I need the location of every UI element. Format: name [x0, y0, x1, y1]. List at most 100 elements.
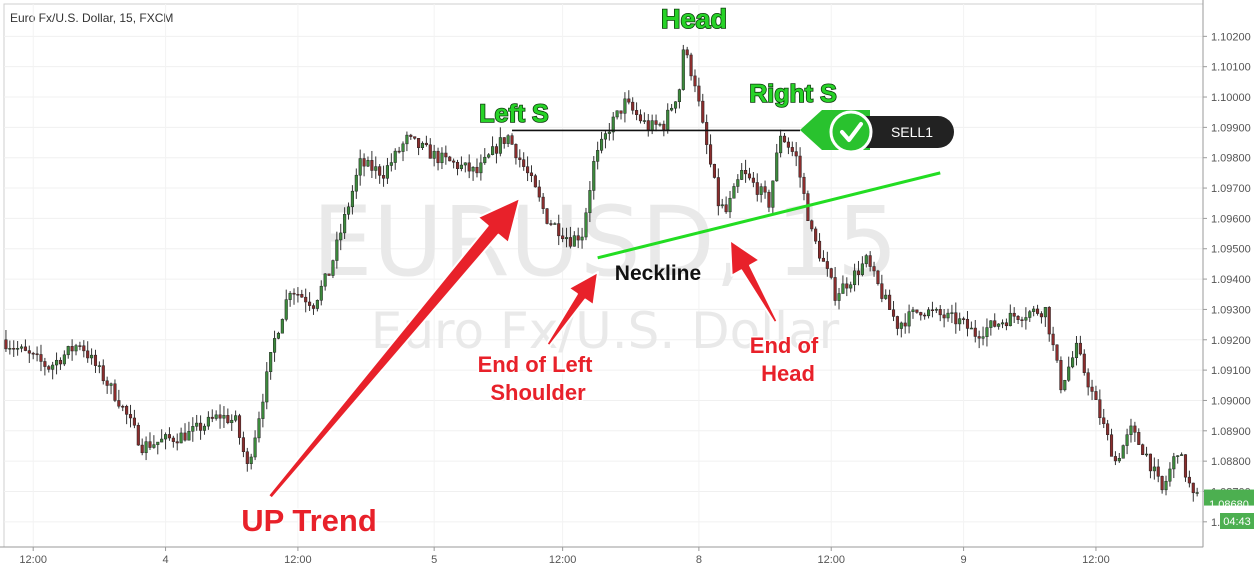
- candle-body: [997, 323, 1001, 327]
- candle-body: [319, 285, 323, 301]
- candle-body: [358, 158, 362, 176]
- left-shoulder-label: Left S: [479, 100, 548, 128]
- candle-body: [989, 320, 993, 328]
- candle-body: [43, 361, 47, 367]
- candle-body: [712, 163, 716, 178]
- time-axis[interactable]: 12:00 4 12:00 5 12:00 8 12:00 9 12:00: [0, 546, 1203, 566]
- candle-body: [327, 273, 331, 276]
- candle-body: [74, 345, 78, 352]
- candle-body: [1071, 357, 1075, 368]
- candle-body: [113, 383, 117, 401]
- candle-body: [459, 164, 463, 169]
- price-axis[interactable]: 1.10200 1.10100 1.10000 1.09900 1.09800 1.097…: [1202, 0, 1251, 547]
- last-price-value: 1.08680: [1209, 499, 1249, 511]
- candle-body: [716, 177, 720, 207]
- price-tick-label: 1.09600: [1211, 213, 1251, 225]
- candle-body: [522, 159, 526, 167]
- candle-body: [1129, 425, 1133, 435]
- candle-body: [226, 415, 230, 424]
- candle-body: [1059, 360, 1063, 391]
- candle-body: [849, 284, 853, 289]
- candle-body: [199, 422, 203, 431]
- candle-body: [977, 336, 981, 339]
- candle-body: [300, 294, 304, 298]
- candle-body: [810, 220, 814, 230]
- time-tick-label: 5: [431, 554, 437, 566]
- candle-body: [1168, 468, 1172, 482]
- sell-order-badge[interactable]: SELL1: [800, 110, 954, 154]
- candle-body: [744, 170, 748, 175]
- candle-body: [845, 283, 849, 289]
- candle-body: [164, 434, 168, 440]
- candle-body: [1020, 319, 1024, 321]
- candle-body: [545, 208, 549, 224]
- candle-body: [1164, 480, 1168, 491]
- candle-body: [237, 415, 242, 438]
- candle-body: [588, 190, 592, 214]
- candle-body: [1156, 466, 1160, 477]
- candle-body: [938, 309, 942, 316]
- sell-badge-pill: [848, 116, 954, 148]
- symbol-title: Euro Fx/U.S. Dollar, 15, FXCM: [10, 11, 174, 25]
- pattern-lines: [512, 129, 941, 260]
- candle-body: [1098, 399, 1102, 419]
- candle-body: [603, 133, 607, 140]
- candle-body: [884, 294, 888, 299]
- candle-body: [638, 114, 643, 122]
- time-tick-label: 12:00: [549, 554, 577, 566]
- candle-body: [444, 152, 448, 158]
- candle-body: [47, 366, 51, 370]
- candle-body: [880, 283, 884, 299]
- candle-body: [775, 152, 779, 182]
- candle-body: [156, 441, 160, 445]
- candle-body: [1028, 311, 1032, 318]
- candle-body: [759, 186, 763, 195]
- candle-body: [502, 137, 506, 144]
- candle-body: [763, 186, 767, 193]
- price-tick-label: 1.10100: [1211, 62, 1251, 74]
- candle-body: [335, 239, 339, 261]
- candle-body: [557, 223, 561, 237]
- candle-body: [58, 359, 62, 365]
- candle-body: [4, 339, 8, 350]
- candle-body: [864, 255, 868, 265]
- candle-body: [607, 131, 611, 134]
- sell-label: SELL1: [891, 124, 933, 140]
- candle-body: [171, 437, 175, 442]
- candle-body: [339, 232, 343, 241]
- candle-body: [78, 345, 82, 347]
- candle-body: [549, 223, 553, 225]
- candle-body: [720, 204, 724, 207]
- candle-body: [853, 270, 857, 285]
- candle-body: [432, 150, 436, 159]
- countdown-box: [1220, 513, 1254, 529]
- candle-body: [767, 191, 771, 208]
- candle-body: [631, 101, 635, 111]
- candle-body: [600, 138, 604, 151]
- candle-body: [786, 141, 790, 148]
- time-tick-label: 12:00: [817, 554, 845, 566]
- candle-body: [234, 415, 238, 421]
- candle-body: [568, 237, 572, 247]
- price-tick-label: 1.10200: [1211, 31, 1251, 43]
- candle-body: [463, 162, 467, 166]
- price-tick-label: 1.09900: [1211, 122, 1251, 134]
- candle-body: [1187, 476, 1191, 484]
- candle-body: [280, 319, 284, 334]
- candle-body: [829, 268, 833, 278]
- candle-body: [265, 371, 269, 403]
- candle-body: [245, 451, 249, 464]
- candle-body: [175, 441, 179, 444]
- candle-body: [8, 348, 12, 350]
- candle-body: [195, 422, 199, 427]
- candle-body: [148, 441, 152, 448]
- candle-body: [452, 160, 456, 163]
- candle-body: [650, 120, 654, 131]
- candle-body: [732, 186, 736, 199]
- candle-body: [794, 151, 798, 157]
- candle-body: [1102, 417, 1106, 425]
- candle-body: [179, 432, 183, 444]
- candle-body: [872, 266, 876, 272]
- candle-body: [1109, 434, 1114, 457]
